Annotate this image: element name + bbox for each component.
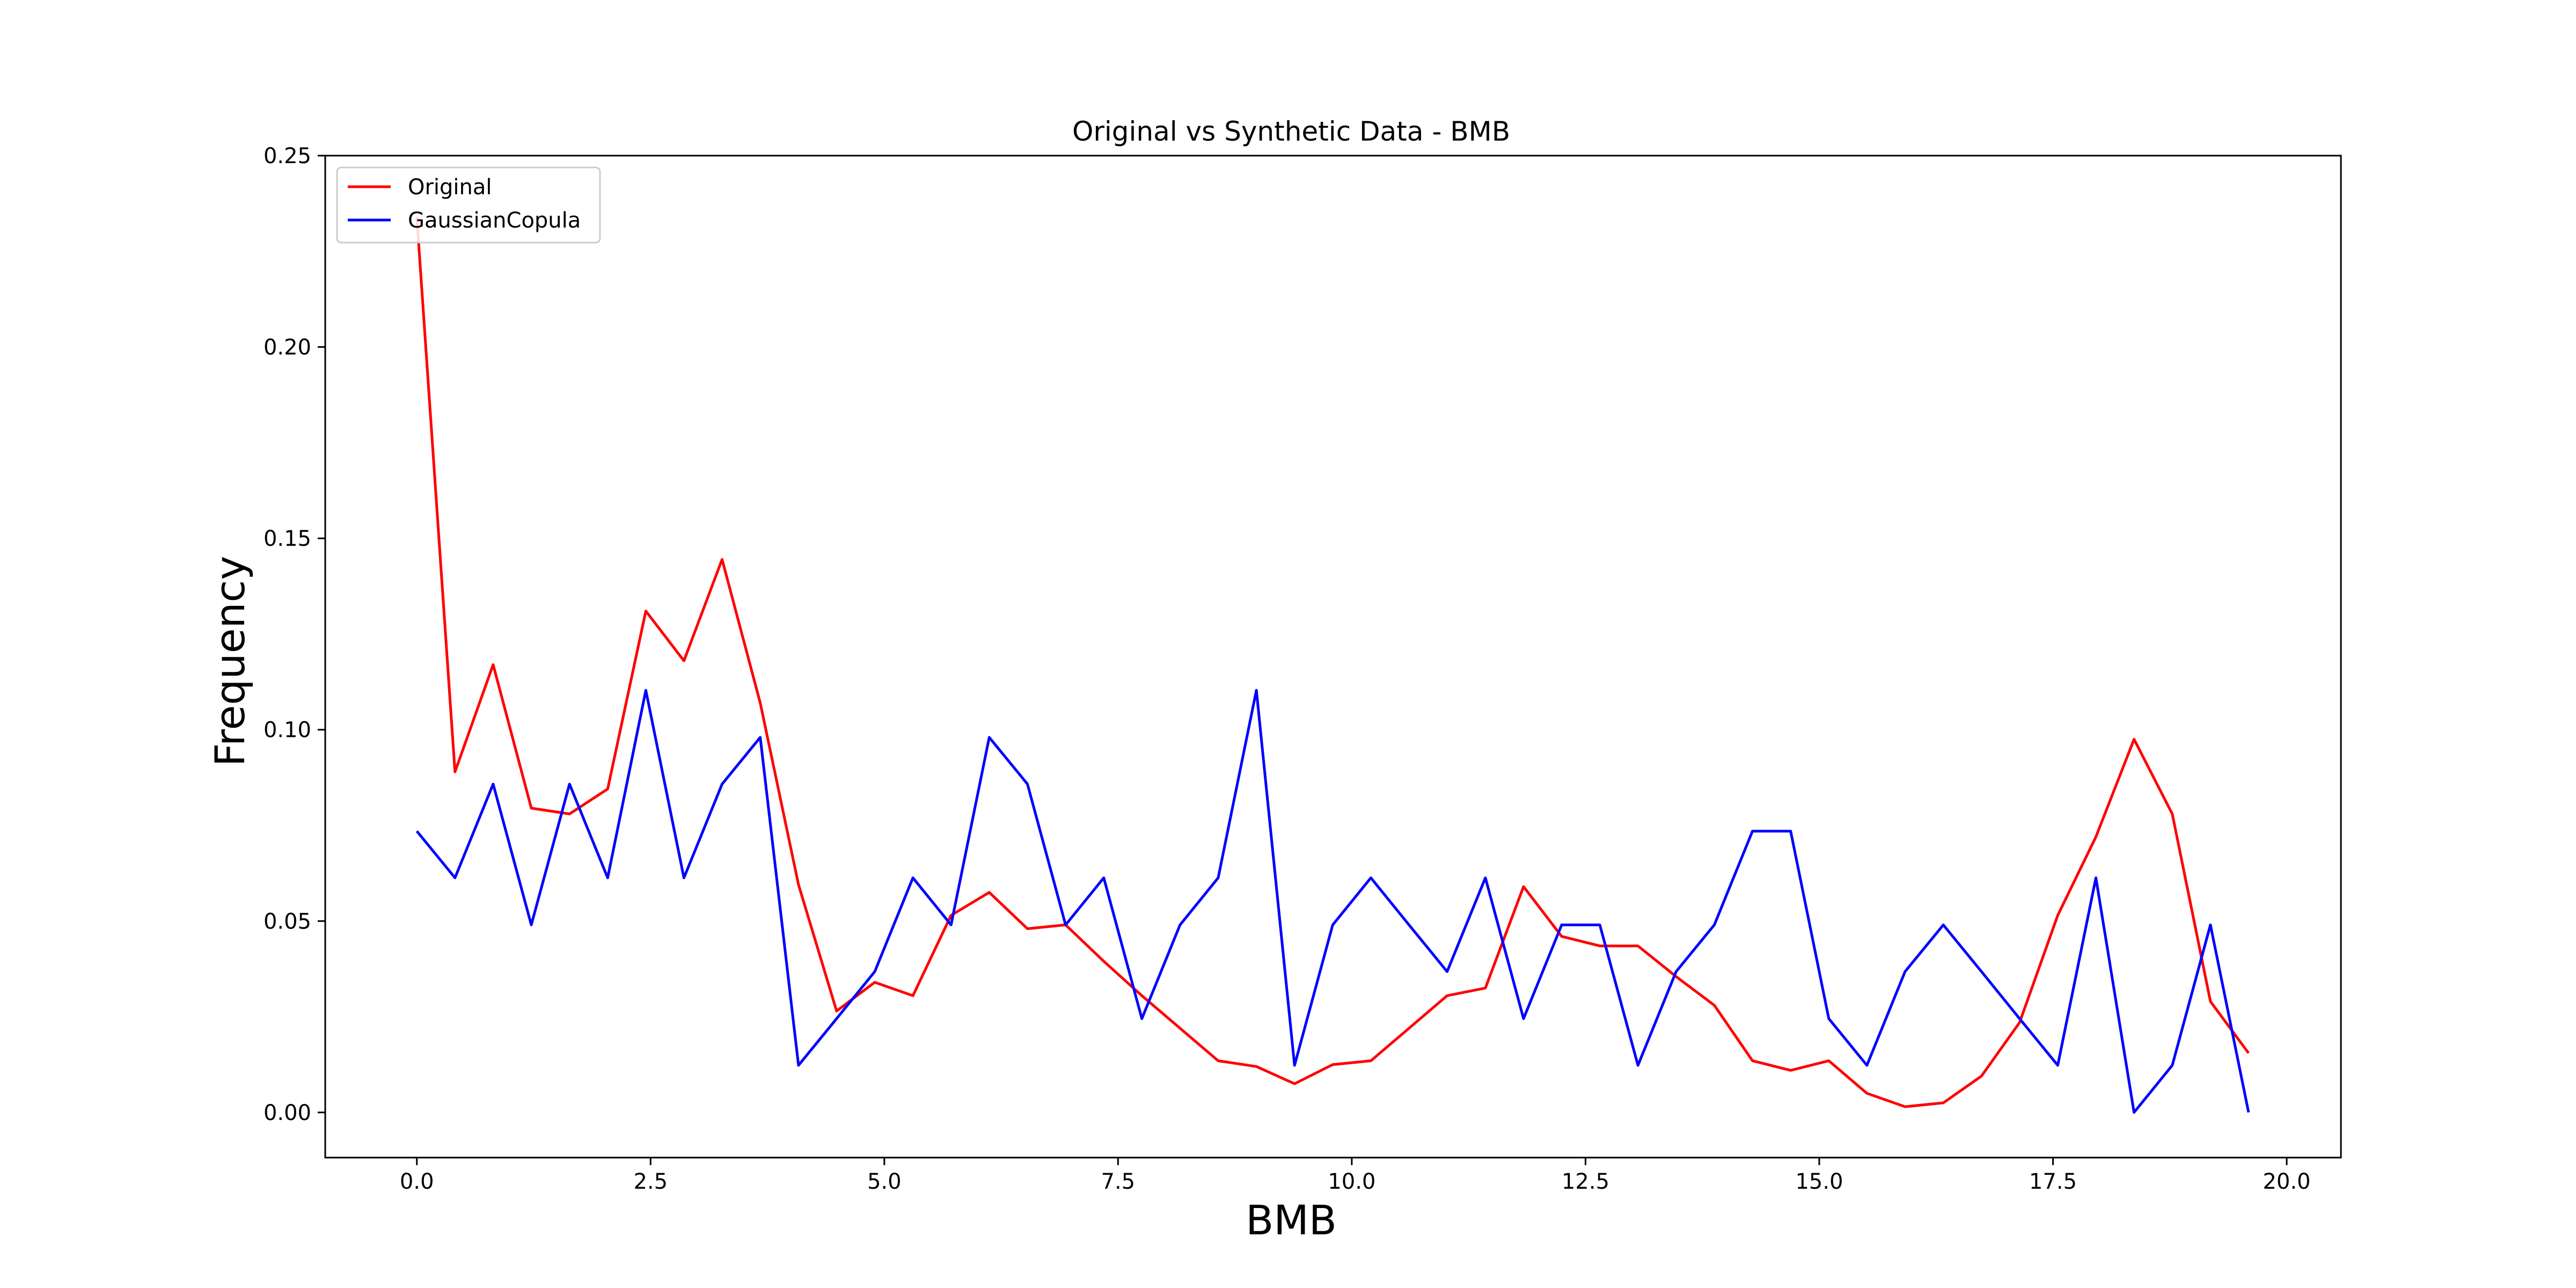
series-line-0 <box>415 216 2250 1108</box>
legend-entry: GaussianCopula <box>408 208 581 233</box>
chart-title: Original vs Synthetic Data - BMB <box>1072 116 1510 147</box>
x-tick-label: 5.0 <box>867 1169 902 1194</box>
x-axis: 0.0 2.5 5.0 7.5 10.0 12.5 15.0 17.5 20.0 <box>400 1158 2310 1194</box>
legend-box <box>336 166 601 244</box>
y-tick-label: 0.15 <box>264 526 311 551</box>
x-tick-label: 17.5 <box>2029 1169 2077 1194</box>
y-tick-label: 0.10 <box>264 718 311 743</box>
x-tick-label: 7.5 <box>1101 1169 1136 1194</box>
plot-lines <box>415 216 2250 1114</box>
x-tick-label: 0.0 <box>400 1169 434 1194</box>
y-axis-label: Frequency <box>206 556 254 767</box>
x-tick-label: 15.0 <box>1795 1169 1843 1194</box>
x-tick-label: 20.0 <box>2263 1169 2310 1194</box>
y-axis: 0.00 0.05 0.10 0.15 0.20 0.25 <box>264 144 325 1125</box>
legend-entry: Original <box>408 175 492 200</box>
y-tick-label: 0.00 <box>264 1101 311 1125</box>
x-tick-label: 2.5 <box>633 1169 668 1194</box>
y-tick-label: 0.20 <box>264 335 311 360</box>
x-tick-label: 10.0 <box>1328 1169 1375 1194</box>
x-axis-label: BMB <box>1246 1196 1337 1244</box>
series-line-1 <box>415 689 2250 1114</box>
y-tick-label: 0.05 <box>264 909 311 934</box>
y-tick-label: 0.25 <box>264 144 311 169</box>
legend: Original GaussianCopula <box>336 166 601 244</box>
plot-frame <box>324 155 2342 1159</box>
x-tick-label: 12.5 <box>1562 1169 1609 1194</box>
